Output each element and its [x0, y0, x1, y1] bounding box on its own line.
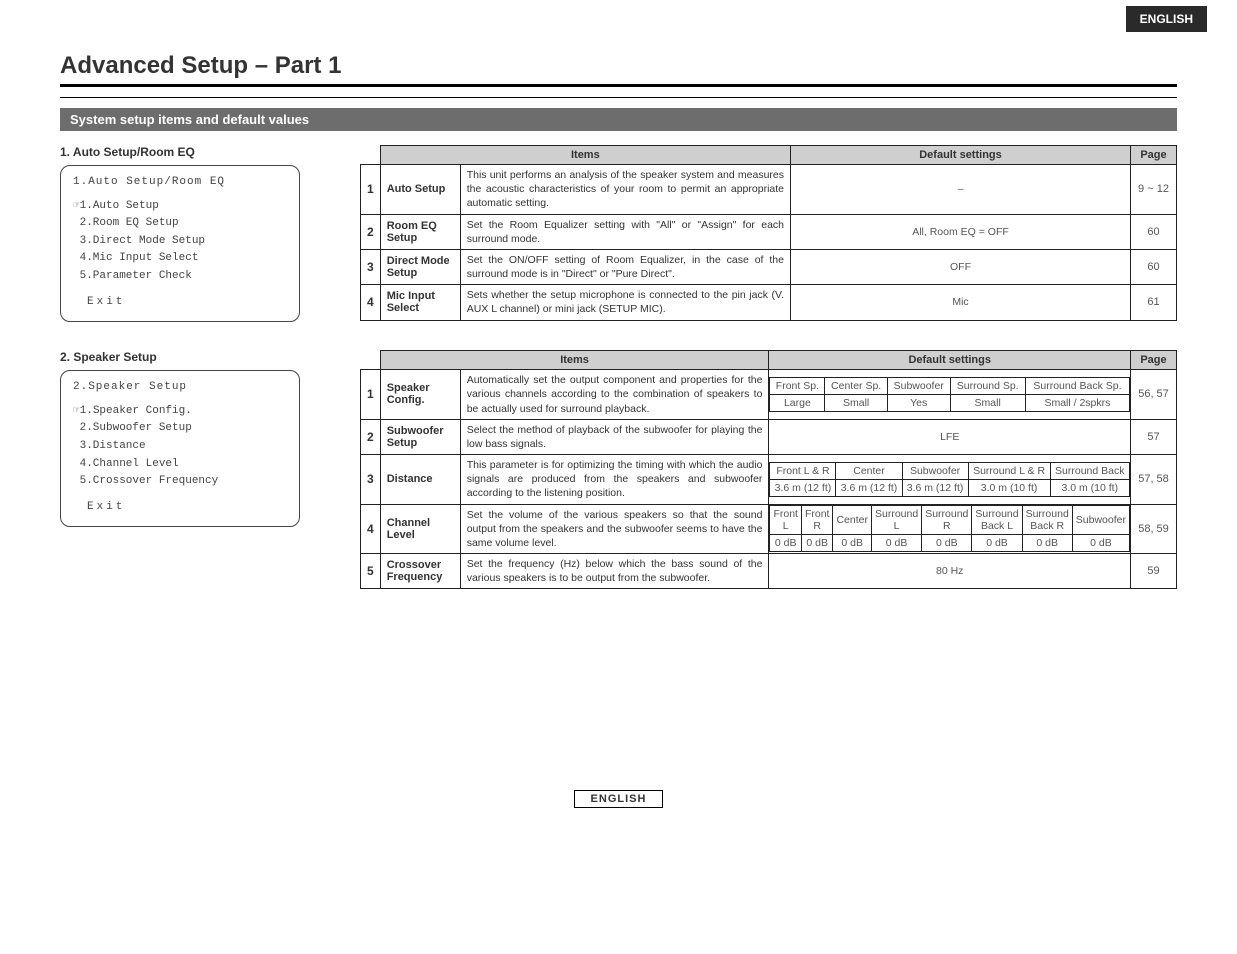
table-2: Items Default settings Page 1 Speaker Co…: [360, 350, 1177, 589]
table-row: 5 Crossover Frequency Set the frequency …: [361, 554, 1177, 589]
col-page: Page: [1131, 351, 1177, 370]
menu-item: 5.Parameter Check: [73, 268, 287, 286]
table-row: 1 Auto Setup This unit performs an analy…: [361, 165, 1177, 215]
footer-language: ENGLISH: [574, 790, 664, 808]
section-2: 2. Speaker Setup 2.Speaker Setup ☞1.Spea…: [60, 350, 1177, 589]
col-page: Page: [1131, 146, 1177, 165]
menu-header: 1.Auto Setup/Room EQ: [73, 174, 287, 192]
col-defaults: Default settings: [769, 351, 1131, 370]
page-body: Advanced Setup – Part 1 System setup ite…: [0, 32, 1237, 848]
defaults-grid: Front L & R Center Subwoofer Surround L …: [769, 462, 1130, 497]
table-row: 1 Speaker Config. Automatically set the …: [361, 370, 1177, 420]
menu-box-2: 2.Speaker Setup ☞1.Speaker Config. 2.Sub…: [60, 370, 300, 527]
page-title: Advanced Setup – Part 1: [60, 52, 1177, 80]
section-header: System setup items and default values: [60, 108, 1177, 131]
col-defaults: Default settings: [791, 146, 1131, 165]
menu-item: 3.Distance: [73, 438, 287, 456]
language-tab: ENGLISH: [1126, 6, 1207, 32]
rule: [60, 84, 1177, 87]
menu-item: 4.Mic Input Select: [73, 250, 287, 268]
menu-header: 2.Speaker Setup: [73, 379, 287, 397]
section-2-title: 2. Speaker Setup: [60, 350, 360, 364]
menu-item: 4.Channel Level: [73, 456, 287, 474]
table-row: 4 Channel Level Set the volume of the va…: [361, 504, 1177, 554]
table-1: Items Default settings Page 1 Auto Setup…: [360, 145, 1177, 321]
col-items: Items: [380, 351, 769, 370]
table-row: 4 Mic Input Select Sets whether the setu…: [361, 285, 1177, 320]
col-items: Items: [380, 146, 790, 165]
menu-item: ☞1.Auto Setup: [73, 198, 287, 216]
menu-item: 5.Crossover Frequency: [73, 473, 287, 491]
defaults-grid: Front L Front R Center Surround L Surrou…: [769, 505, 1130, 552]
defaults-grid: Front Sp. Center Sp. Subwoofer Surround …: [769, 377, 1130, 412]
footer: ENGLISH: [60, 789, 1177, 808]
section-1: 1. Auto Setup/Room EQ 1.Auto Setup/Room …: [60, 145, 1177, 322]
table-row: 2 Subwoofer Setup Select the method of p…: [361, 419, 1177, 454]
menu-exit: Exit: [73, 294, 287, 312]
rule: [60, 97, 1177, 98]
menu-item: 2.Room EQ Setup: [73, 215, 287, 233]
menu-item: 2.Subwoofer Setup: [73, 420, 287, 438]
table-row: 3 Distance This parameter is for optimiz…: [361, 455, 1177, 505]
table-row: 2 Room EQ Setup Set the Room Equalizer s…: [361, 214, 1177, 249]
menu-item: ☞1.Speaker Config.: [73, 403, 287, 421]
menu-exit: Exit: [73, 499, 287, 517]
section-1-title: 1. Auto Setup/Room EQ: [60, 145, 360, 159]
top-bar: ENGLISH: [0, 0, 1237, 32]
table-row: 3 Direct Mode Setup Set the ON/OFF setti…: [361, 249, 1177, 284]
menu-item: 3.Direct Mode Setup: [73, 233, 287, 251]
menu-box-1: 1.Auto Setup/Room EQ ☞1.Auto Setup 2.Roo…: [60, 165, 300, 322]
